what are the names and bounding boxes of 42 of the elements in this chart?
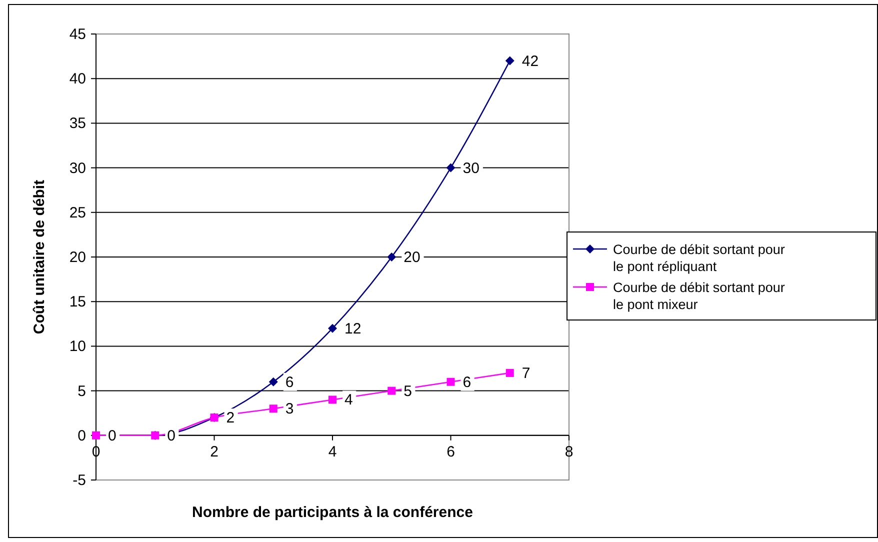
y-tick-label: 30 (69, 160, 86, 177)
point (268, 377, 278, 386)
legend-label: Courbe de débit sortant pour le pont mixeur (613, 280, 786, 312)
point (328, 396, 336, 404)
y-tick-label: 5 (78, 382, 86, 400)
y-tick-label: 0 (78, 427, 86, 444)
y-tick-label: 35 (69, 115, 86, 132)
x-tick-label: 6 (446, 443, 455, 460)
data-label: 6 (285, 374, 294, 391)
point (328, 324, 337, 333)
data-label: 3 (285, 400, 294, 418)
y-axis-title: Coût unitaire de débit (31, 180, 48, 334)
point (387, 252, 396, 262)
data-label: 0 (167, 427, 176, 444)
data-label: 30 (462, 160, 480, 177)
data-label: 7 (522, 364, 530, 382)
point (505, 56, 514, 66)
data-label: 12 (344, 320, 362, 338)
data-label: 4 (344, 392, 353, 409)
y-tick-label: 20 (69, 249, 86, 266)
x-axis-title: Nombre de participants à la conférence (192, 504, 473, 521)
y-tick-label: 15 (69, 294, 86, 311)
point (506, 368, 514, 377)
data-label: 2 (226, 410, 235, 427)
data-label: 5 (404, 382, 412, 400)
point (269, 404, 278, 413)
y-tick-label: 45 (69, 26, 86, 43)
x-tick-label: 8 (564, 443, 574, 460)
y-tick-label: 40 (69, 70, 86, 88)
point (446, 378, 455, 386)
point (388, 386, 396, 395)
data-label: 20 (404, 249, 420, 266)
legend-label: Courbe de débit sortant pour le pont répliquant (613, 242, 786, 274)
y-tick-label: 25 (69, 204, 86, 222)
x-tick-label: 4 (328, 443, 337, 460)
y-tick-label: 10 (69, 338, 86, 356)
y-tick-label: -5 (72, 472, 86, 489)
point (446, 163, 456, 172)
data-label: 6 (462, 374, 472, 391)
data-label: 0 (108, 427, 116, 444)
data-label: 42 (522, 52, 539, 70)
x-tick-label: 2 (210, 443, 218, 460)
